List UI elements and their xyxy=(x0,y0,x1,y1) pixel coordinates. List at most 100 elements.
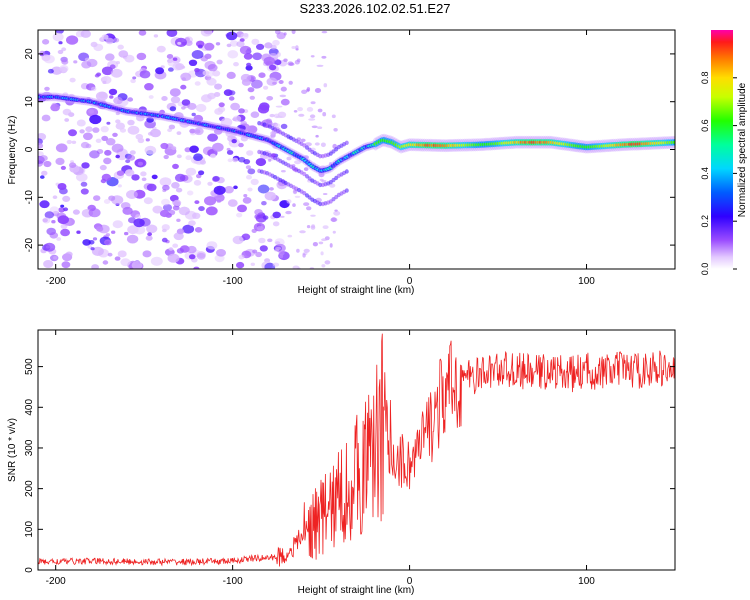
noise-blob xyxy=(232,157,239,163)
colorbar-axis: 0.0 0.2 0.4 0.6 0.8 xyxy=(700,72,737,275)
noise-blob xyxy=(250,262,255,266)
noise-blob xyxy=(73,60,78,64)
noise-blob xyxy=(293,110,298,113)
noise-blob xyxy=(88,208,101,218)
snr-panel: -200 -100 0 100 500 400 300 200 100 0 Height of … xyxy=(7,329,676,596)
noise-blob xyxy=(263,56,275,66)
noise-blob xyxy=(330,217,338,222)
noise-blob xyxy=(189,128,196,134)
noise-blob xyxy=(115,61,120,65)
noise-blob xyxy=(61,59,69,65)
noise-blob xyxy=(57,215,69,225)
noise-blob xyxy=(162,204,173,211)
noise-blob xyxy=(298,113,305,117)
noise-blob xyxy=(226,31,238,41)
noise-blob xyxy=(312,242,318,247)
noise-blob xyxy=(107,252,113,257)
noise-blob xyxy=(92,127,100,133)
noise-blob xyxy=(257,104,270,114)
noise-blob xyxy=(91,246,104,256)
x-tick-label: -100 xyxy=(223,576,243,587)
noise-blob xyxy=(170,96,181,104)
noise-blob xyxy=(247,87,255,93)
noise-blob xyxy=(275,30,281,35)
noise-blob xyxy=(132,76,137,80)
noise-blob xyxy=(116,170,125,176)
noise-blob xyxy=(60,204,65,208)
noise-blob xyxy=(145,235,153,241)
colorbar-tick-label: 0.4 xyxy=(700,167,710,180)
noise-blob xyxy=(237,204,247,213)
noise-blob xyxy=(43,160,52,168)
noise-blob xyxy=(295,48,299,51)
noise-blob xyxy=(212,175,220,182)
noise-blob xyxy=(176,218,181,222)
spectrogram-y-axis: 20 10 0 -10 -20 xyxy=(24,48,675,252)
noise-blob xyxy=(280,98,290,106)
noise-blob xyxy=(275,123,281,128)
noise-blob xyxy=(270,45,277,50)
y-tick-label: -10 xyxy=(24,190,35,205)
noise-blob xyxy=(185,155,192,161)
noise-blob xyxy=(176,131,182,136)
noise-blob xyxy=(133,225,146,235)
noise-blob xyxy=(238,108,245,114)
noise-blob xyxy=(146,183,157,192)
noise-blob xyxy=(152,205,163,214)
noise-blob xyxy=(259,245,268,252)
noise-blob xyxy=(76,172,88,182)
noise-blob xyxy=(142,250,152,258)
noise-blob xyxy=(56,237,62,241)
noise-blob xyxy=(268,64,277,71)
noise-blob xyxy=(266,77,278,86)
noise-blob xyxy=(44,211,54,219)
noise-blob xyxy=(204,42,215,51)
noise-blob xyxy=(279,94,287,98)
x-tick-label: -200 xyxy=(46,276,66,287)
noise-blob xyxy=(193,179,202,186)
noise-blob xyxy=(238,254,245,260)
noise-blob xyxy=(194,68,200,73)
noise-blob xyxy=(102,260,109,265)
noise-blob xyxy=(137,137,145,144)
noise-blob xyxy=(275,246,282,250)
noise-blob xyxy=(173,199,182,206)
noise-blob xyxy=(317,108,323,113)
noise-blob xyxy=(272,221,280,227)
noise-blob xyxy=(166,30,178,37)
noise-blob xyxy=(309,114,316,119)
noise-blob xyxy=(321,55,327,59)
noise-blob xyxy=(42,217,51,224)
noise-blob xyxy=(100,178,107,184)
snr-marks xyxy=(38,333,675,567)
snr-plot-area xyxy=(38,330,675,570)
noise-blob xyxy=(80,181,88,187)
noise-blob xyxy=(86,58,98,68)
noise-blob xyxy=(262,215,269,220)
noise-blob xyxy=(171,146,177,151)
noise-blob xyxy=(300,138,306,142)
noise-blob xyxy=(181,106,186,110)
noise-blob xyxy=(122,206,133,215)
noise-blob xyxy=(318,172,325,178)
noise-blob xyxy=(334,209,338,212)
noise-blob xyxy=(43,260,54,268)
noise-blob xyxy=(278,80,284,84)
noise-blob xyxy=(308,118,316,121)
noise-blob xyxy=(88,109,95,114)
noise-blob xyxy=(151,174,158,180)
noise-blob xyxy=(333,210,341,216)
ridge-streak xyxy=(344,140,349,145)
noise-blob xyxy=(130,78,136,84)
noise-blob xyxy=(173,232,184,241)
spectrogram-x-label: Height of straight line (km) xyxy=(298,285,415,296)
noise-blob xyxy=(141,177,147,182)
y-tick-label: -20 xyxy=(24,237,35,252)
noise-blob xyxy=(303,202,310,207)
noise-blob xyxy=(178,206,190,216)
noise-blob xyxy=(116,151,128,161)
noise-blob xyxy=(294,195,301,198)
noise-blob xyxy=(224,186,234,194)
noise-blob xyxy=(250,111,260,118)
noise-blob xyxy=(128,217,136,224)
